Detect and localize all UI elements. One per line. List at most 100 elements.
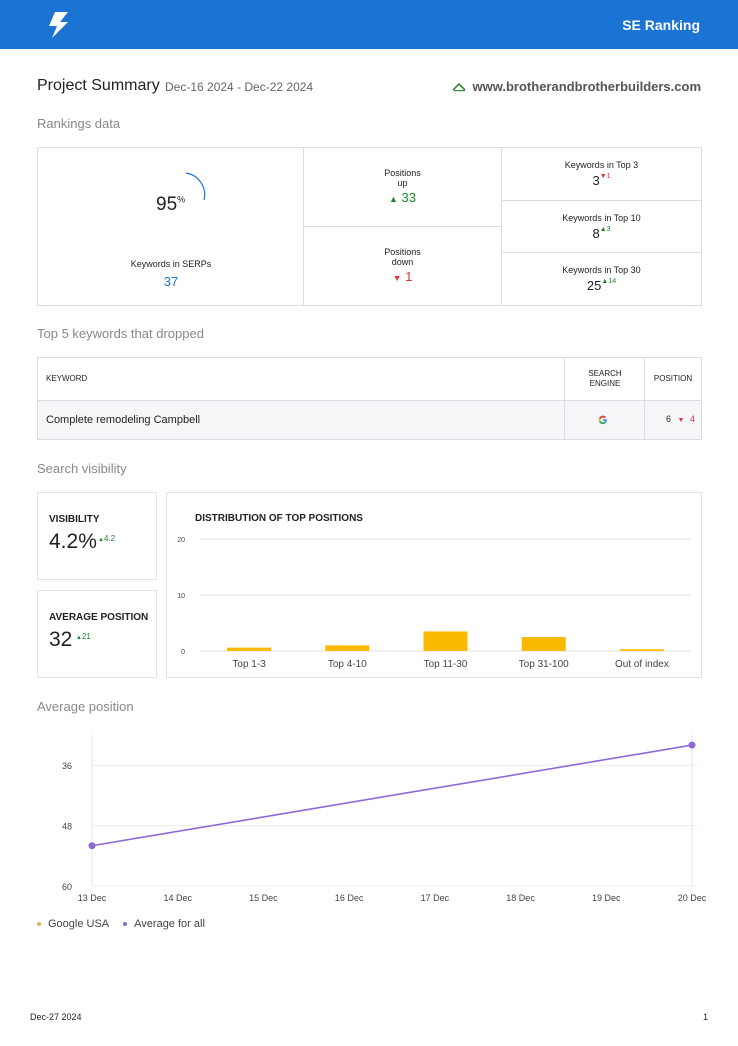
page-number: 1	[702, 1012, 708, 1022]
average-position-heading: Average position	[37, 699, 134, 714]
serp-value: 37	[163, 274, 179, 289]
positions-up-cell: Positions up ▲ 33	[304, 148, 502, 227]
y-tick-label: 36	[62, 761, 72, 771]
position-cell: 6 ▼ 4	[666, 414, 695, 424]
top30-cell: Keywords in Top 30 25▲14	[502, 253, 701, 305]
legend-label: Google USA	[48, 918, 110, 930]
average-position-value: 32	[49, 628, 73, 651]
serp-percent: 95%	[156, 194, 186, 215]
positions-down-cell: Positions down ▼ 1	[304, 227, 502, 305]
legend-item[interactable]: Average for all	[123, 918, 205, 930]
y-tick-label: 48	[62, 822, 72, 832]
top10-label: Keywords in Top 10	[562, 213, 641, 223]
visibility-heading: Search visibility	[37, 461, 127, 476]
average-position-label: AVERAGE POSITION	[49, 612, 149, 623]
keyword-cell: Complete remodeling Campbell	[46, 414, 201, 426]
top3-value: 3▼1	[592, 173, 611, 188]
data-point	[88, 842, 96, 850]
dropped-table: KEYWORD SEARCH ENGINE POSITION Complete …	[37, 357, 702, 440]
arrow-up-icon: ▲	[388, 194, 398, 204]
x-tick-label: 15 Dec	[249, 893, 278, 903]
column-divider	[564, 358, 565, 439]
chart-legend: Google USA Average for all	[37, 918, 205, 930]
col-search-engine: SEARCH ENGINE	[588, 369, 622, 388]
legend-dot-icon	[37, 922, 41, 927]
google-icon	[598, 415, 607, 425]
footer-date: Dec-27 2024	[30, 1012, 82, 1022]
bar	[423, 631, 468, 651]
x-tick-label: 16 Dec	[335, 893, 364, 903]
bar	[521, 637, 566, 651]
date-range: Dec-16 2024 - Dec-22 2024	[165, 80, 314, 94]
bar	[619, 649, 664, 651]
positions-down-value: ▼ 1	[392, 269, 413, 284]
x-tick-label: 18 Dec	[506, 893, 535, 903]
distribution-bar-chart: 20 10 0 Top 1-3 Top 4-10 Top 11-30 Top 31-100 O…	[177, 537, 691, 670]
positions-up-label: Positions	[384, 168, 421, 178]
x-tick-label: Out of index	[615, 659, 669, 670]
legend-dot-icon	[123, 922, 128, 927]
positions-down-label-2: down	[391, 257, 414, 267]
legend-item[interactable]: Google USA	[37, 918, 109, 930]
brand-name: SE Ranking	[622, 17, 700, 33]
table-row[interactable]: Complete remodeling Campbell 6 ▼ 4	[38, 401, 701, 439]
site-url[interactable]: www.brotherandbrotherbuilders.com	[451, 79, 701, 94]
top10-cell: Keywords in Top 10 8▲3	[502, 201, 701, 253]
table-header: KEYWORD SEARCH ENGINE POSITION	[38, 358, 701, 401]
arrow-up-icon: ▲	[599, 226, 607, 233]
serp-gauge	[185, 172, 206, 201]
arrow-down-icon: ▼	[677, 417, 685, 424]
legend-label: Average for all	[134, 918, 205, 930]
y-tick-label: 0	[181, 649, 185, 656]
visibility-label: VISIBILITY	[49, 514, 100, 525]
serp-label: Keywords in SERPs	[130, 259, 212, 269]
col-keyword: KEYWORD	[46, 374, 88, 383]
se-ranking-bolt-icon[interactable]	[44, 10, 74, 40]
positions-up-value: ▲ 33	[388, 190, 416, 205]
col-position: POSITION	[653, 374, 693, 383]
arrow-down-icon: ▼	[392, 273, 402, 283]
x-tick-label: 17 Dec	[421, 893, 450, 903]
series-line	[91, 744, 693, 847]
top-bar: SE Ranking	[0, 0, 738, 49]
x-tick-label: Top 31-100	[519, 659, 569, 670]
top3-cell: Keywords in Top 3 3▼1	[502, 148, 701, 201]
rankings-heading: Rankings data	[37, 116, 121, 131]
y-tick-label: 20	[177, 537, 185, 544]
site-logo-icon	[451, 82, 466, 91]
y-tick-label: 60	[62, 882, 72, 892]
average-position-change: ▲21	[76, 632, 91, 641]
top10-value: 8▲3	[592, 226, 611, 241]
arrow-down-icon: ▼	[599, 173, 607, 180]
positions-down-label: Positions	[384, 247, 421, 257]
distribution-chart-card: DISTRIBUTION OF TOP POSITIONS 20 10 0 Top 1…	[166, 492, 702, 678]
x-tick-label: Top 4-10	[328, 659, 367, 670]
x-tick-label: Top 11-30	[424, 659, 468, 670]
data-point	[688, 741, 696, 749]
page-title: Project Summary	[37, 77, 160, 94]
average-position-line-chart: 36 48 60 13 Dec 14 Dec 15 Dec 16 Dec 17 Dec 18 D…	[62, 735, 707, 903]
visibility-value: 4.2%	[49, 530, 97, 553]
x-tick-label: 13 Dec	[78, 893, 107, 903]
column-divider	[644, 358, 645, 439]
top30-value: 25▲14	[586, 278, 617, 293]
bar	[227, 647, 272, 651]
x-tick-label: 20 Dec	[678, 893, 707, 903]
average-position-card: AVERAGE POSITION 32 ▲21	[37, 590, 157, 678]
positions-up-label-2: up	[397, 178, 408, 188]
x-tick-label: 14 Dec	[163, 893, 192, 903]
bar	[325, 645, 370, 651]
arrow-up-icon: ▲	[601, 278, 609, 285]
y-tick-label: 10	[177, 593, 185, 600]
top3-label: Keywords in Top 3	[564, 160, 639, 170]
arrow-up-icon: ▲	[98, 537, 104, 543]
serp-cell: 95% Keywords in SERPs 37	[38, 148, 304, 305]
distribution-chart-title: DISTRIBUTION OF TOP POSITIONS	[195, 513, 363, 524]
visibility-card: VISIBILITY 4.2% ▲4.2	[37, 492, 157, 580]
x-tick-label: 19 Dec	[592, 893, 621, 903]
x-tick-label: Top 1-3	[232, 659, 266, 670]
rankings-grid: 95% Keywords in SERPs 37 Positions up ▲ …	[37, 147, 702, 306]
site-url-text: www.brotherandbrotherbuilders.com	[472, 79, 701, 94]
dropped-heading: Top 5 keywords that dropped	[37, 326, 204, 341]
arrow-up-icon: ▲	[76, 635, 82, 641]
